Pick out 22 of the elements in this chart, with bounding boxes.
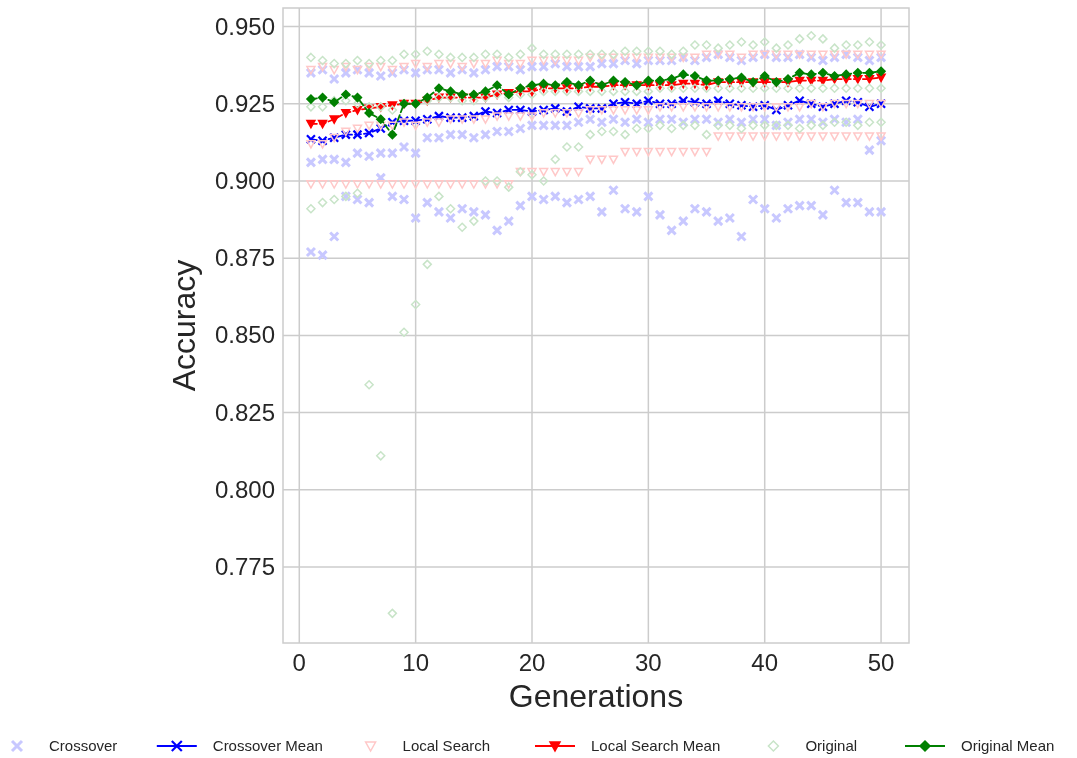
y-axis-title: Accuracy <box>166 259 202 392</box>
x-tick-label: 30 <box>635 649 662 676</box>
legend-label: Original Mean <box>961 737 1055 754</box>
legend-label: Crossover Mean <box>212 737 323 754</box>
y-tick-label: 0.800 <box>214 475 275 503</box>
x-tick-label: 50 <box>867 649 895 676</box>
y-tick-label: 0.825 <box>214 398 275 426</box>
y-tick-label: 0.950 <box>214 12 275 40</box>
legend-label: Local Search <box>402 737 491 754</box>
y-tick-label: 0.850 <box>214 321 275 349</box>
legend-label: Local Search Mean <box>591 737 721 754</box>
legend-label: Crossover <box>49 737 118 754</box>
y-tick-label: 0.900 <box>214 166 275 194</box>
x-tick-label: 0 <box>292 649 306 676</box>
y-tick-label: 0.775 <box>214 553 275 581</box>
x-tick-label: 10 <box>402 649 429 676</box>
x-tick-label: 40 <box>751 649 779 676</box>
x-tick-label: 20 <box>518 649 546 676</box>
y-tick-label: 0.875 <box>214 244 275 272</box>
y-tick-label: 0.925 <box>214 89 275 117</box>
x-axis-title: Generations <box>508 678 684 714</box>
legend-label: Original <box>805 737 858 754</box>
